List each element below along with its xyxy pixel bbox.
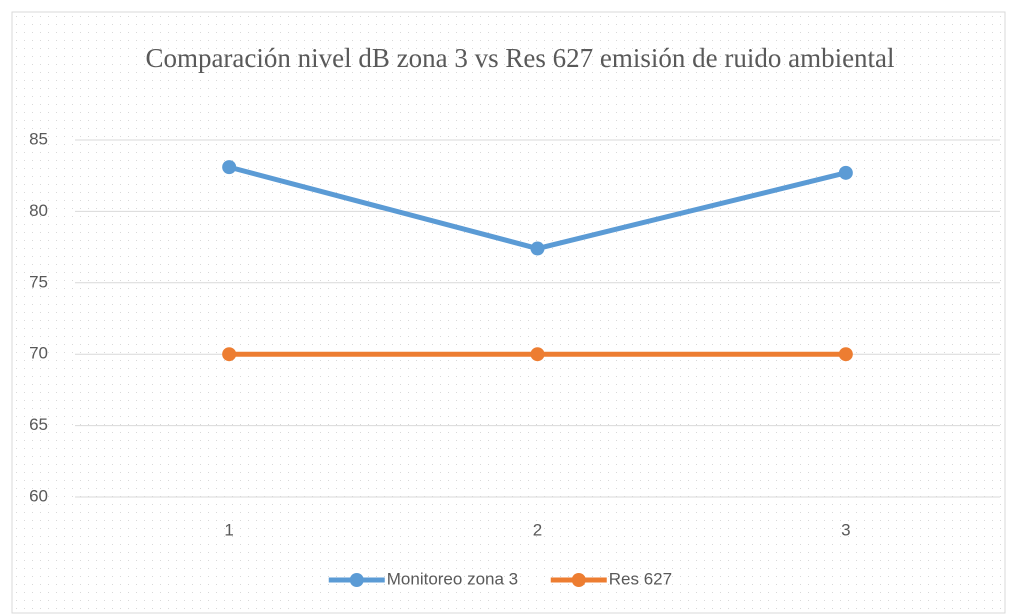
data-point — [530, 241, 545, 256]
data-point — [530, 347, 545, 362]
data-point — [838, 347, 853, 362]
x-tick-label: 1 — [224, 520, 233, 539]
x-tick-label: 2 — [533, 520, 542, 539]
y-tick-label: 75 — [29, 272, 48, 291]
legend-label: Res 627 — [609, 569, 672, 588]
y-tick-label: 85 — [29, 129, 48, 148]
y-tick-label: 65 — [29, 415, 48, 434]
legend-marker — [349, 573, 364, 587]
chart-title: Comparación nivel dB zona 3 vs Res 627 e… — [145, 43, 895, 73]
chart-border — [11, 11, 1006, 614]
data-point — [838, 165, 853, 180]
data-point — [222, 160, 237, 175]
y-tick-label: 80 — [29, 201, 48, 220]
y-tick-label: 60 — [29, 486, 48, 505]
legend-marker — [571, 573, 586, 587]
x-tick-label: 3 — [841, 520, 850, 539]
data-point — [222, 347, 237, 362]
y-tick-label: 70 — [29, 344, 48, 363]
legend-label: Monitoreo zona 3 — [387, 569, 518, 588]
